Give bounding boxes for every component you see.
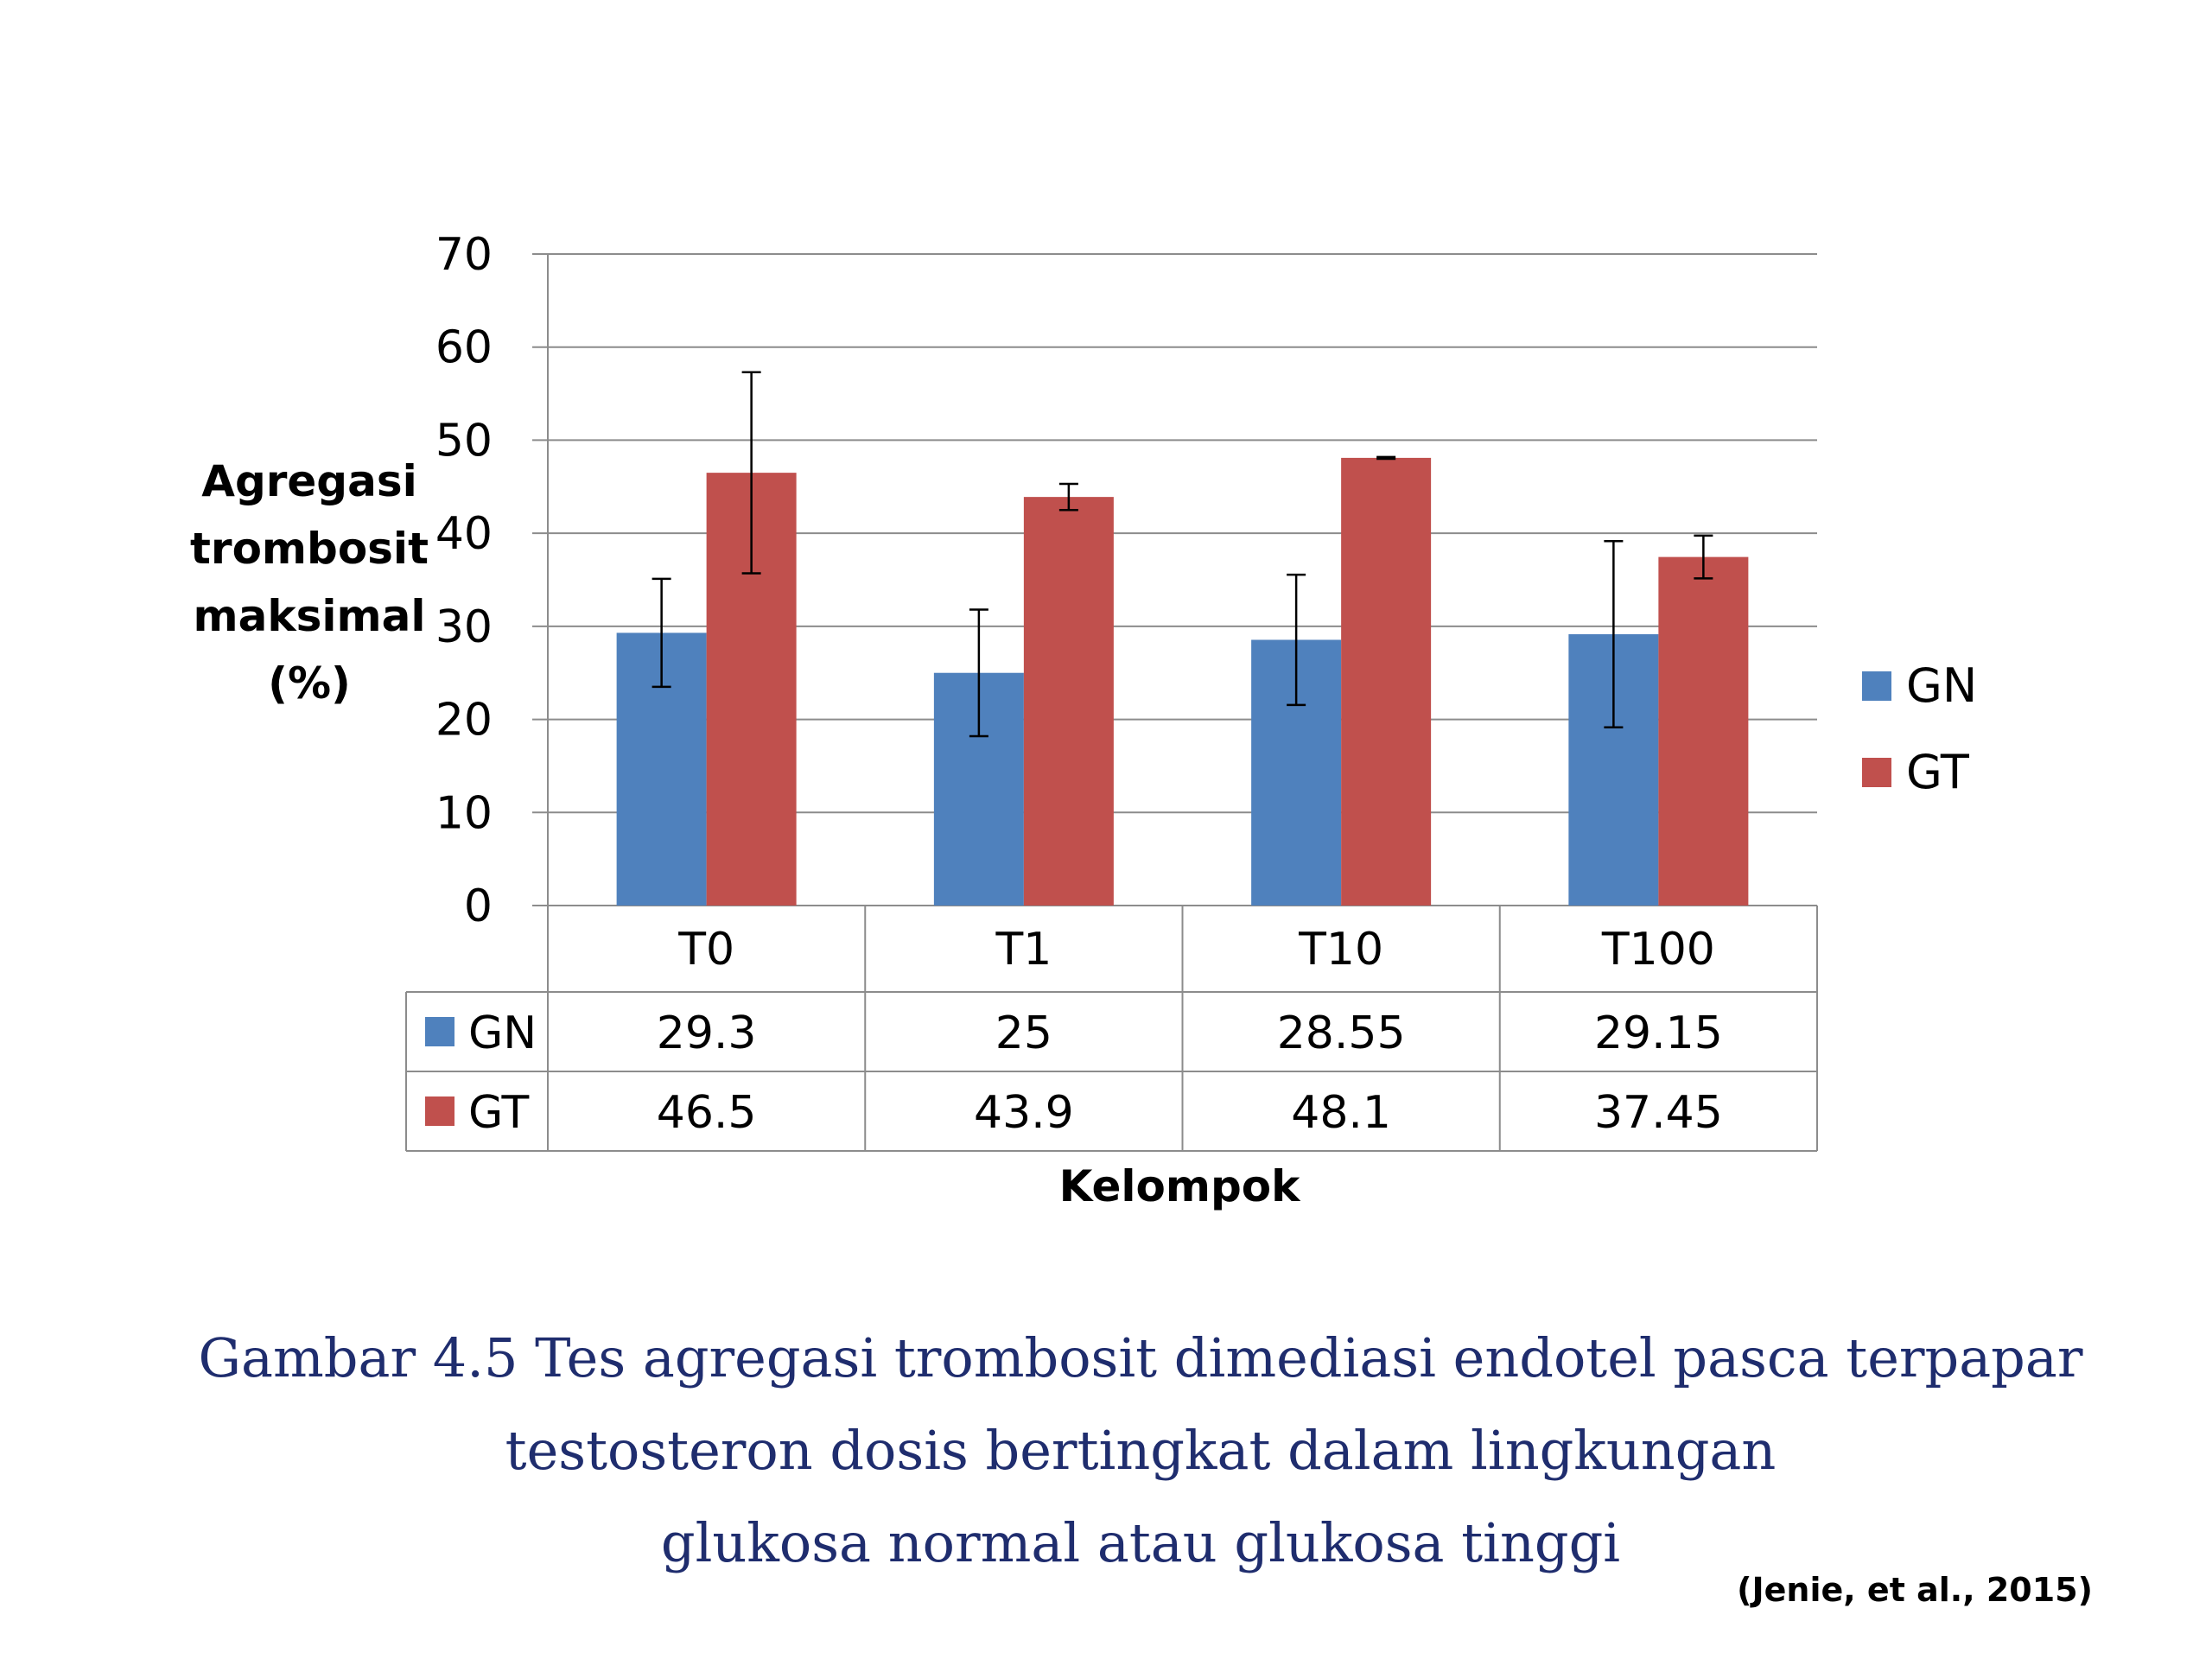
- y-axis-label-line-1: Agregasi: [201, 456, 417, 506]
- y-axis-label: Agregasi trombosit maksimal (%): [190, 456, 429, 709]
- bars: [616, 457, 1749, 906]
- table-legend-swatch-gt: [425, 1096, 454, 1126]
- table-legend-swatch-gn: [425, 1017, 454, 1046]
- y-tick-label: 30: [435, 601, 493, 653]
- y-tick-label: 20: [435, 695, 493, 747]
- legend-swatch-gn: [1862, 671, 1891, 701]
- citation: (Jenie, et al., 2015): [1737, 1571, 2093, 1609]
- y-tick-label: 40: [435, 508, 493, 560]
- error-bars: [652, 371, 1713, 738]
- legend-label-gt: GT: [1906, 745, 1970, 799]
- bar-gt-t10: [1341, 457, 1432, 906]
- legend: GN GT: [1862, 658, 1977, 799]
- legend-label-gn: GN: [1906, 658, 1977, 713]
- y-axis-label-line-3: maksimal: [194, 591, 426, 641]
- bar-gt-t100: [1658, 556, 1749, 906]
- data-table: T0 T1 T10 T100 GN 29.3 25 28.55 29.15 GT 46.5 43.9 4…: [405, 906, 1818, 1152]
- y-tick-label: 10: [435, 787, 493, 839]
- table-row-label-gt: GT: [468, 1087, 529, 1139]
- caption-line-2: testosteron dosis bertingkat dalam lingk…: [505, 1419, 1777, 1482]
- x-axis-label: Kelompok: [1059, 1161, 1302, 1211]
- caption-line-3: glukosa normal atau glukosa tinggi: [661, 1511, 1620, 1574]
- table-cell-gt-t100: 37.45: [1594, 1087, 1723, 1139]
- table-cell-gn-t100: 29.15: [1594, 1007, 1723, 1059]
- table-header-t1: T1: [995, 924, 1052, 976]
- bar-gt-t1: [1023, 497, 1114, 906]
- table-cell-gt-t0: 46.5: [657, 1087, 757, 1139]
- table-cell-gt-t1: 43.9: [974, 1087, 1074, 1139]
- table-header-t100: T100: [1601, 924, 1715, 976]
- table-cell-gn-t1: 25: [995, 1007, 1052, 1059]
- table-header-t0: T0: [677, 924, 734, 976]
- table-row-label-gn: GN: [468, 1007, 537, 1059]
- table-cell-gn-t10: 28.55: [1277, 1007, 1406, 1059]
- y-axis-label-line-2: trombosit: [190, 524, 429, 574]
- table-cell-gt-t10: 48.1: [1291, 1087, 1391, 1139]
- y-tick-label: 0: [464, 880, 493, 932]
- table-header-t10: T10: [1298, 924, 1383, 976]
- figure-caption: Gambar 4.5 Tes agregasi trombosit dimedi…: [199, 1326, 2083, 1574]
- y-tick-label: 70: [435, 229, 493, 281]
- y-tick-label: 50: [435, 415, 493, 467]
- caption-line-1: Gambar 4.5 Tes agregasi trombosit dimedi…: [199, 1326, 2083, 1389]
- y-axis-label-line-4: (%): [268, 658, 351, 709]
- table-cell-gn-t0: 29.3: [657, 1007, 757, 1059]
- y-tick-label: 60: [435, 322, 493, 374]
- legend-swatch-gt: [1862, 758, 1891, 787]
- y-tick-labels: 0 10 20 30 40 50 60 70: [435, 229, 493, 932]
